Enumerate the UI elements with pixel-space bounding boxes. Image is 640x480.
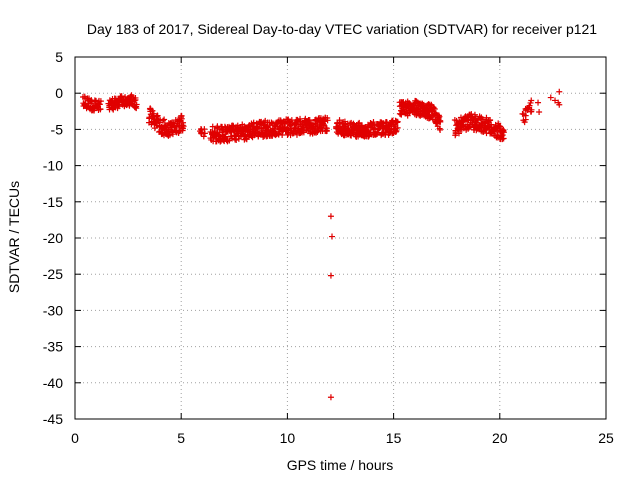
data-point — [430, 105, 437, 112]
x-tick-label: 25 — [598, 430, 614, 446]
data-point — [327, 272, 334, 279]
x-tick-label: 20 — [492, 430, 508, 446]
data-point — [436, 113, 443, 120]
x-tick-label: 0 — [71, 430, 79, 446]
data-point — [528, 108, 535, 115]
data-point — [207, 135, 214, 142]
data-point — [394, 119, 401, 126]
data-point — [264, 123, 271, 130]
data-point — [500, 129, 507, 136]
chart-title: Day 183 of 2017, Sidereal Day-to-day VTE… — [87, 21, 597, 37]
data-point — [233, 136, 240, 143]
data-point — [327, 213, 334, 220]
data-point — [528, 97, 535, 104]
data-point — [394, 124, 401, 131]
y-tick-label: 0 — [55, 85, 63, 101]
y-tick-label: -25 — [43, 266, 63, 282]
y-axis-label: SDTVAR / TECUs — [6, 181, 22, 293]
y-tick-label: 5 — [55, 49, 63, 65]
data-point — [116, 103, 123, 110]
data-point — [392, 128, 399, 135]
data-point — [149, 107, 156, 114]
data-point — [394, 118, 401, 125]
data-point — [88, 98, 95, 105]
data-point — [431, 106, 438, 113]
data-point — [487, 117, 494, 124]
data-point — [327, 394, 334, 401]
y-tick-label: -40 — [43, 375, 63, 391]
data-point — [179, 125, 186, 132]
y-tick-label: -5 — [51, 121, 64, 137]
data-point — [526, 102, 533, 109]
y-tick-label: -15 — [43, 194, 63, 210]
data-point — [393, 127, 400, 134]
data-point — [552, 97, 559, 104]
y-tick-label: -35 — [43, 339, 63, 355]
data-point — [282, 120, 289, 127]
data-point — [178, 112, 185, 119]
data-point — [219, 132, 226, 139]
data-point — [97, 98, 104, 105]
data-point — [398, 111, 405, 118]
data-point — [455, 130, 462, 137]
data-point — [200, 133, 207, 140]
data-point — [320, 121, 327, 128]
data-point — [323, 127, 330, 134]
data-point — [97, 106, 104, 113]
data-point — [118, 93, 125, 100]
data-points — [80, 88, 563, 401]
axis-ticks: 0 5 10 15 20 25 5 0 -5 -10 -15 -20 -25 -30 -35 -40 -45 — [43, 49, 614, 446]
data-point — [522, 116, 529, 123]
data-point — [547, 94, 554, 101]
data-point — [156, 119, 163, 126]
y-tick-label: -20 — [43, 230, 63, 246]
data-point — [235, 135, 242, 142]
data-point — [161, 116, 168, 123]
data-point — [154, 112, 161, 119]
x-tick-label: 15 — [386, 430, 402, 446]
data-point — [132, 104, 139, 111]
data-point — [222, 133, 229, 140]
data-point — [166, 132, 173, 139]
data-point — [437, 126, 444, 133]
data-point — [519, 110, 526, 117]
data-point — [201, 130, 208, 137]
x-tick-label: 10 — [280, 430, 296, 446]
data-point — [500, 135, 507, 142]
data-point — [556, 88, 563, 95]
data-point — [159, 117, 166, 124]
data-point — [437, 118, 444, 125]
data-point — [535, 99, 542, 106]
x-tick-label: 5 — [177, 430, 185, 446]
data-point — [329, 233, 336, 240]
y-tick-label: -30 — [43, 302, 63, 318]
data-point — [555, 99, 562, 106]
x-axis-label: GPS time / hours — [287, 457, 394, 473]
data-point — [133, 105, 140, 112]
y-tick-label: -10 — [43, 158, 63, 174]
data-point — [365, 133, 372, 140]
data-point — [536, 109, 543, 116]
data-point — [132, 94, 139, 101]
data-point — [306, 117, 313, 124]
data-point — [324, 117, 331, 124]
data-point — [150, 110, 157, 117]
y-tick-label: -45 — [43, 411, 63, 427]
data-point — [370, 119, 377, 126]
